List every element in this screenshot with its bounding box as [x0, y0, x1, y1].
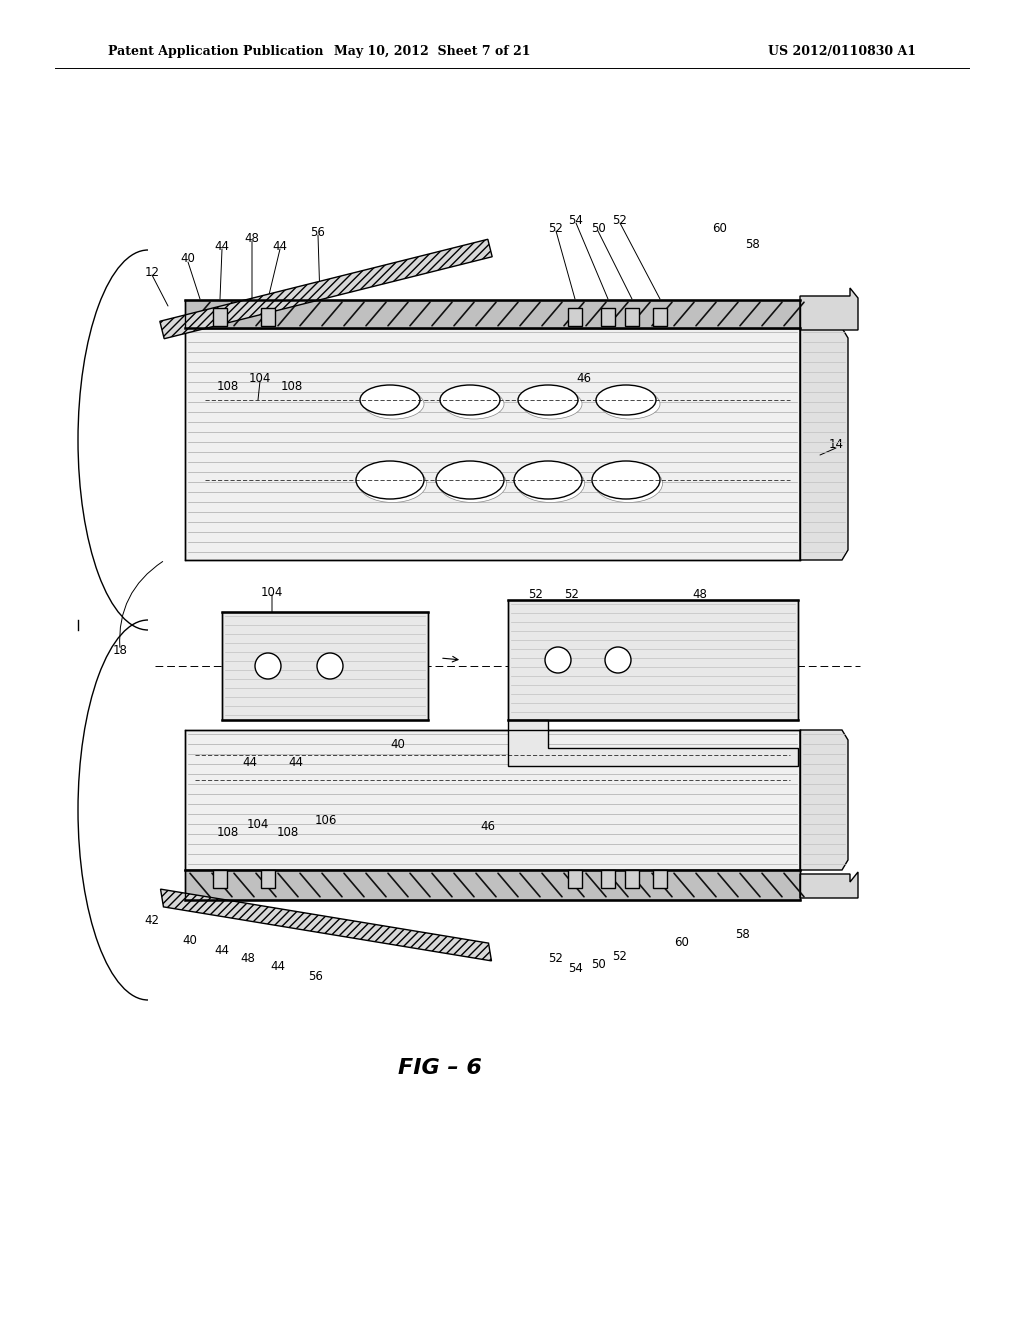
Bar	[261, 870, 275, 888]
Ellipse shape	[518, 385, 578, 414]
Text: 48: 48	[245, 231, 259, 244]
Bar	[185, 870, 800, 900]
Text: 52: 52	[564, 587, 580, 601]
Text: 44: 44	[270, 960, 286, 973]
Text: 58: 58	[734, 928, 750, 940]
Text: 104: 104	[247, 817, 269, 830]
Bar	[222, 612, 428, 719]
Text: 50: 50	[591, 957, 605, 970]
Ellipse shape	[522, 389, 582, 418]
Text: 104: 104	[261, 586, 284, 598]
Text: 48: 48	[692, 587, 708, 601]
Text: 44: 44	[243, 755, 257, 768]
Polygon shape	[800, 327, 848, 560]
Ellipse shape	[514, 461, 582, 499]
Bar	[653, 308, 667, 326]
Text: 108: 108	[276, 825, 299, 838]
Bar	[213, 308, 227, 326]
Ellipse shape	[364, 389, 424, 418]
Bar	[185, 300, 800, 327]
Text: 46: 46	[518, 755, 534, 768]
Polygon shape	[800, 288, 858, 330]
Polygon shape	[800, 873, 858, 898]
Bar	[601, 308, 615, 326]
Polygon shape	[508, 719, 798, 766]
Text: FIG – 6: FIG – 6	[398, 1059, 482, 1078]
Ellipse shape	[440, 385, 500, 414]
Text: 48: 48	[241, 952, 255, 965]
Ellipse shape	[436, 461, 504, 499]
Bar	[508, 601, 798, 719]
Ellipse shape	[600, 389, 660, 418]
Text: 44: 44	[214, 239, 229, 252]
Text: 44: 44	[289, 755, 303, 768]
Ellipse shape	[255, 653, 281, 678]
Polygon shape	[800, 730, 848, 870]
Bar	[261, 308, 275, 326]
Text: 50: 50	[591, 222, 605, 235]
Text: 12: 12	[144, 265, 160, 279]
Text: 50: 50	[551, 755, 565, 768]
Bar	[601, 870, 615, 888]
Text: 58: 58	[698, 755, 714, 768]
Text: 104: 104	[249, 371, 271, 384]
Ellipse shape	[545, 647, 571, 673]
Text: 54: 54	[568, 214, 584, 227]
Bar	[568, 308, 582, 326]
Bar	[213, 870, 227, 888]
Text: 46: 46	[480, 820, 496, 833]
Ellipse shape	[360, 385, 420, 414]
Bar	[625, 308, 639, 326]
Text: 56: 56	[310, 226, 326, 239]
Bar	[185, 730, 800, 870]
Bar	[568, 870, 582, 888]
Text: 42: 42	[144, 913, 160, 927]
Text: 46: 46	[577, 371, 592, 384]
Text: 18: 18	[113, 644, 127, 656]
Text: 14: 14	[828, 438, 844, 451]
Polygon shape	[161, 890, 492, 961]
Bar	[653, 870, 667, 888]
Text: 58: 58	[744, 238, 760, 251]
Ellipse shape	[596, 385, 656, 414]
Text: Patent Application Publication: Patent Application Publication	[108, 45, 324, 58]
Bar	[185, 327, 800, 560]
Text: 108: 108	[217, 380, 240, 392]
Text: 60: 60	[675, 936, 689, 949]
Text: US 2012/0110830 A1: US 2012/0110830 A1	[768, 45, 916, 58]
Text: 60: 60	[713, 222, 727, 235]
Ellipse shape	[356, 461, 424, 499]
Text: 44: 44	[272, 239, 288, 252]
Ellipse shape	[605, 647, 631, 673]
Text: 52: 52	[612, 949, 628, 962]
Text: 60: 60	[658, 755, 674, 768]
Text: 44: 44	[214, 944, 229, 957]
Text: 108: 108	[217, 825, 240, 838]
Text: May 10, 2012  Sheet 7 of 21: May 10, 2012 Sheet 7 of 21	[334, 45, 530, 58]
Text: 52: 52	[549, 952, 563, 965]
Text: 56: 56	[308, 969, 324, 982]
Text: 40: 40	[180, 252, 196, 264]
Ellipse shape	[592, 461, 660, 499]
Ellipse shape	[516, 465, 585, 503]
Text: 52: 52	[528, 587, 544, 601]
Text: 40: 40	[390, 738, 406, 751]
Text: 52: 52	[612, 214, 628, 227]
Ellipse shape	[438, 465, 507, 503]
Text: 52: 52	[549, 222, 563, 235]
Ellipse shape	[317, 653, 343, 678]
Text: 54: 54	[568, 961, 584, 974]
Bar	[625, 870, 639, 888]
Ellipse shape	[358, 465, 427, 503]
Ellipse shape	[595, 465, 663, 503]
Ellipse shape	[444, 389, 504, 418]
Text: 108: 108	[281, 380, 303, 392]
Text: 40: 40	[182, 933, 198, 946]
Text: 106: 106	[314, 813, 337, 826]
Polygon shape	[160, 239, 493, 339]
